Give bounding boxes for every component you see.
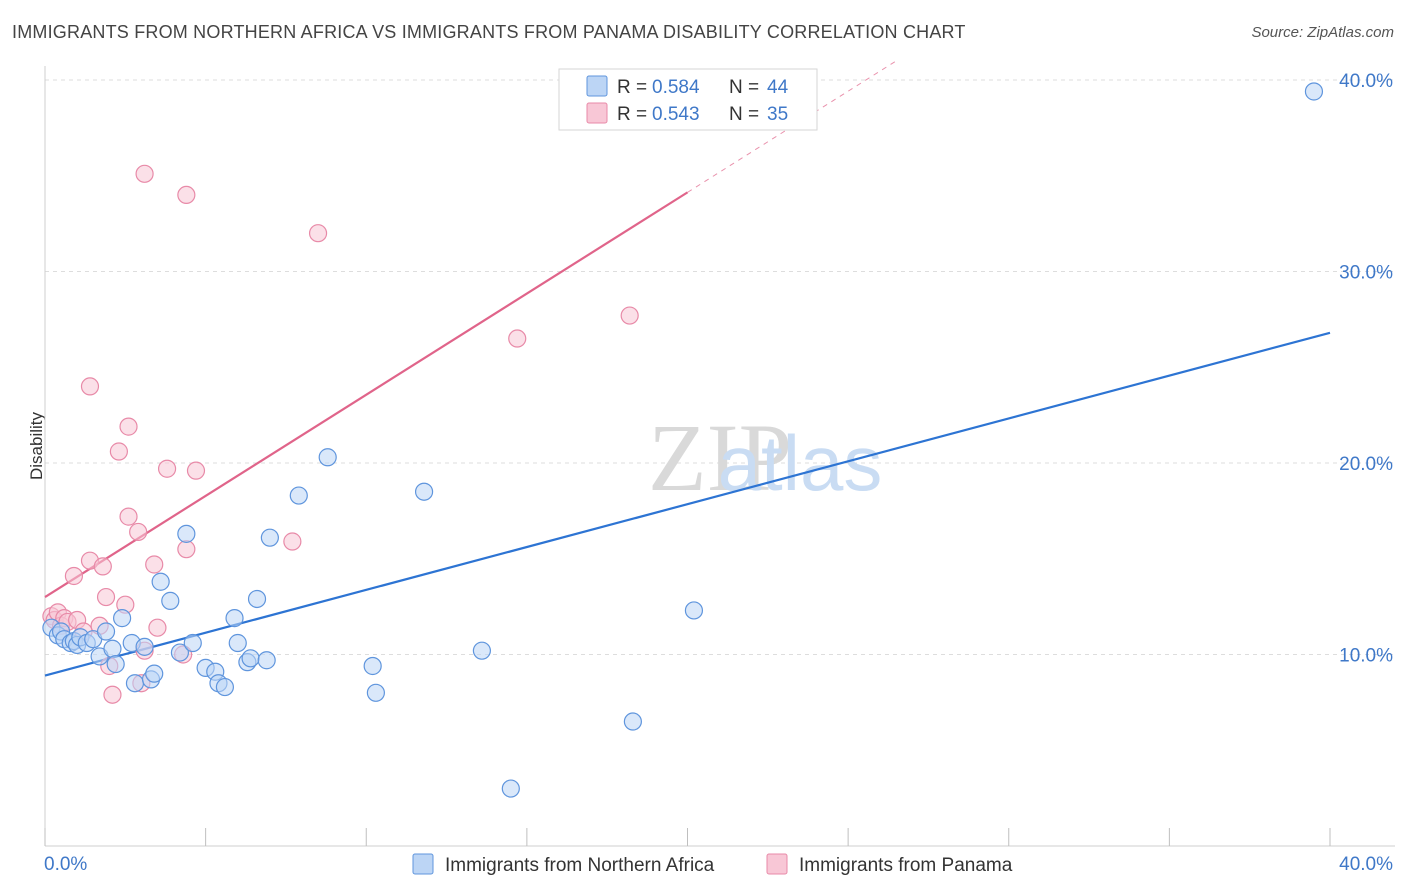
point-blue-13: [106, 654, 125, 674]
data-points: [42, 82, 1324, 798]
trend-line-pink: [44, 191, 689, 598]
legend-n-label-blue: N =: [729, 77, 759, 98]
axes: [44, 66, 1395, 847]
tick-labels: 10.0% 20.0% 30.0% 40.0% 0.0% 40.0%: [44, 71, 1393, 875]
point-blue-23: [177, 524, 196, 543]
point-pink-13: [96, 587, 116, 607]
point-blue-17: [135, 637, 154, 656]
point-pink-31: [283, 532, 302, 551]
point-blue-42: [501, 779, 520, 798]
legend-r-label-blue: R =: [617, 77, 647, 98]
gridlines: [45, 79, 1395, 655]
y-tick-label-20: 20.0%: [1339, 454, 1393, 475]
point-blue-20: [151, 572, 170, 591]
point-blue-14: [112, 609, 132, 628]
point-blue-39: [366, 683, 385, 702]
point-pink-19: [119, 507, 138, 526]
source-label: Source: ZipAtlas.com: [1251, 24, 1394, 41]
point-pink-10: [80, 377, 100, 396]
point-pink-24: [145, 555, 164, 574]
point-pink-28: [177, 540, 196, 559]
point-pink-30: [186, 461, 206, 480]
point-blue-35: [260, 528, 279, 547]
point-blue-19: [145, 664, 164, 683]
point-blue-34: [257, 651, 276, 670]
point-pink-32: [308, 224, 328, 243]
point-blue-21: [161, 591, 180, 610]
point-blue-12: [103, 639, 122, 658]
bottom-legend-label-panama: Immigrants from Panama: [799, 855, 1013, 876]
point-pink-23: [135, 164, 154, 183]
point-blue-16: [125, 674, 145, 693]
point-blue-45: [1304, 82, 1324, 101]
trend-line-blue: [44, 331, 1331, 677]
point-pink-20: [129, 522, 148, 542]
point-blue-41: [472, 641, 491, 660]
legend-r-value-pink: 0.543: [652, 104, 700, 125]
x-tick-label-0: 0.0%: [44, 854, 87, 875]
bottom-legend: Immigrants from Northern Africa Immigran…: [412, 853, 1013, 876]
point-pink-16: [109, 442, 128, 461]
point-blue-40: [414, 482, 434, 501]
point-blue-28: [215, 677, 234, 697]
y-tick-label-40: 40.0%: [1339, 71, 1393, 92]
point-blue-24: [183, 633, 202, 653]
point-pink-15: [103, 685, 122, 704]
chart-title: IMMIGRANTS FROM NORTHERN AFRICA VS IMMIG…: [12, 22, 966, 42]
point-pink-33: [508, 329, 527, 348]
legend-n-value-blue: 44: [767, 77, 789, 98]
point-blue-43: [623, 712, 642, 731]
point-blue-11: [96, 622, 116, 641]
point-blue-22: [170, 643, 190, 662]
y-tick-label-10: 10.0%: [1339, 646, 1393, 667]
point-blue-29: [225, 609, 244, 628]
point-blue-36: [289, 486, 308, 505]
point-blue-33: [247, 589, 267, 609]
legend-n-value-pink: 35: [767, 104, 788, 125]
point-pink-6: [64, 566, 84, 586]
y-tick-label-30: 30.0%: [1339, 263, 1393, 284]
point-pink-34: [620, 306, 639, 325]
watermark-zip: ZIP: [648, 404, 792, 511]
legend-r-value-blue: 0.584: [652, 77, 700, 98]
point-blue-44: [684, 601, 704, 620]
trend-lines: [44, 60, 1331, 677]
point-pink-12: [93, 557, 112, 576]
legend-swatch-blue: [586, 75, 608, 97]
bottom-legend-label-northern-africa: Immigrants from Northern Africa: [445, 855, 715, 876]
bottom-legend-swatch-pink: [766, 853, 788, 875]
legend-box: R = 0.584 N = 44 R = 0.543 N = 35: [558, 68, 818, 131]
legend-swatch-pink: [586, 102, 608, 124]
point-blue-32: [241, 649, 260, 668]
point-pink-18: [119, 417, 138, 436]
point-blue-38: [363, 656, 382, 676]
point-blue-37: [318, 448, 337, 467]
watermark-atlas: atlas: [718, 419, 883, 507]
point-blue-30: [228, 633, 247, 653]
legend-r-label-pink: R =: [617, 104, 647, 125]
x-tick-label-40: 40.0%: [1339, 854, 1393, 875]
legend-n-label-pink: N =: [729, 104, 759, 125]
point-pink-25: [148, 618, 167, 637]
point-pink-29: [177, 185, 196, 204]
bottom-legend-swatch-blue: [412, 853, 434, 875]
point-pink-26: [157, 459, 177, 478]
